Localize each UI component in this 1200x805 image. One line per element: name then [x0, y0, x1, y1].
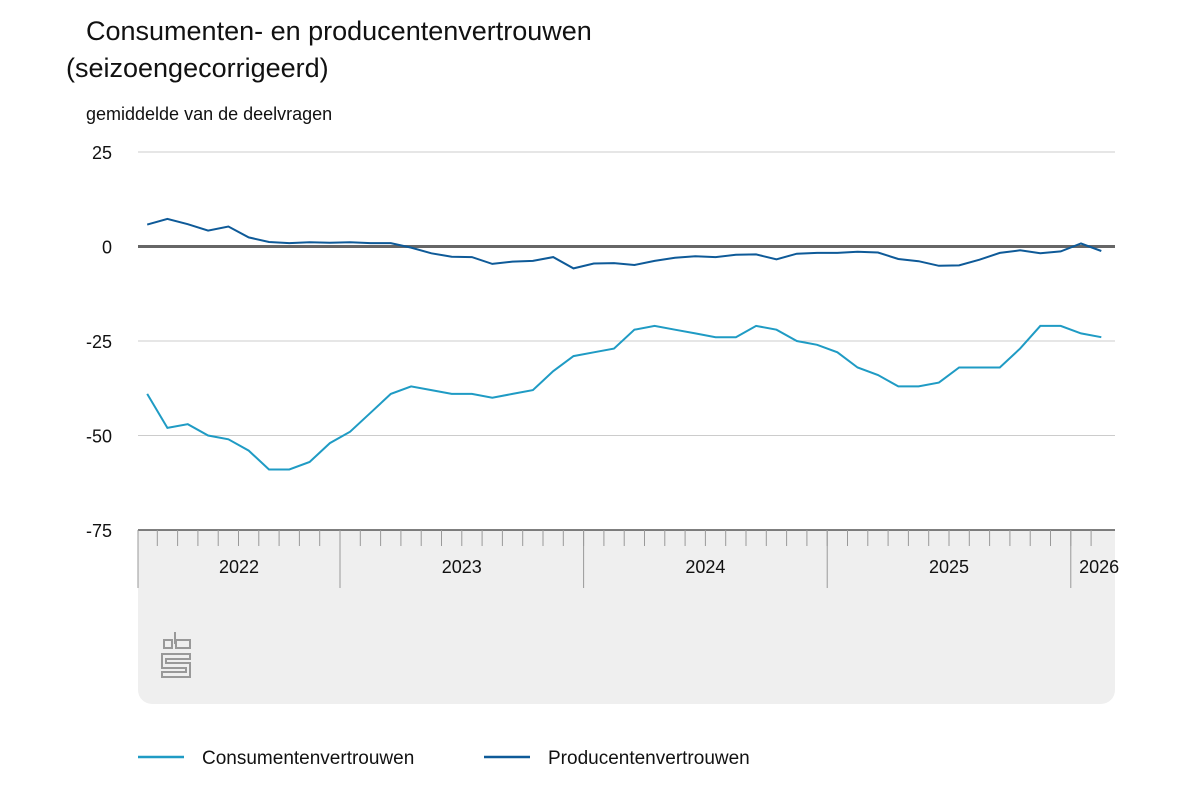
x-group-label: 2026	[1079, 557, 1119, 577]
logo	[161, 632, 191, 678]
axis-panel	[138, 530, 1115, 704]
y-tick-label: -50	[86, 427, 112, 447]
y-axis-label: gemiddelde van de deelvragen	[86, 104, 332, 124]
y-tick-label: 0	[102, 238, 112, 258]
chart-subtitle: (seizoengecorrigeerd)	[66, 53, 329, 83]
data-line	[146, 217, 1102, 270]
x-group-label: 2023	[442, 557, 482, 577]
y-tick-label: 25	[92, 143, 112, 163]
y-tick-label: -25	[86, 332, 112, 352]
legend-label: Producentenvertrouwen	[548, 748, 750, 769]
legend-label: Consumentenvertrouwen	[202, 748, 414, 769]
chart-title: Consumenten- en producentenvertrouwen	[86, 16, 592, 46]
x-group-label: 2024	[685, 557, 725, 577]
x-group-label: 2022	[219, 557, 259, 577]
data-line	[146, 324, 1102, 471]
x-group-label: 2025	[929, 557, 969, 577]
y-tick-label: -75	[86, 521, 112, 541]
